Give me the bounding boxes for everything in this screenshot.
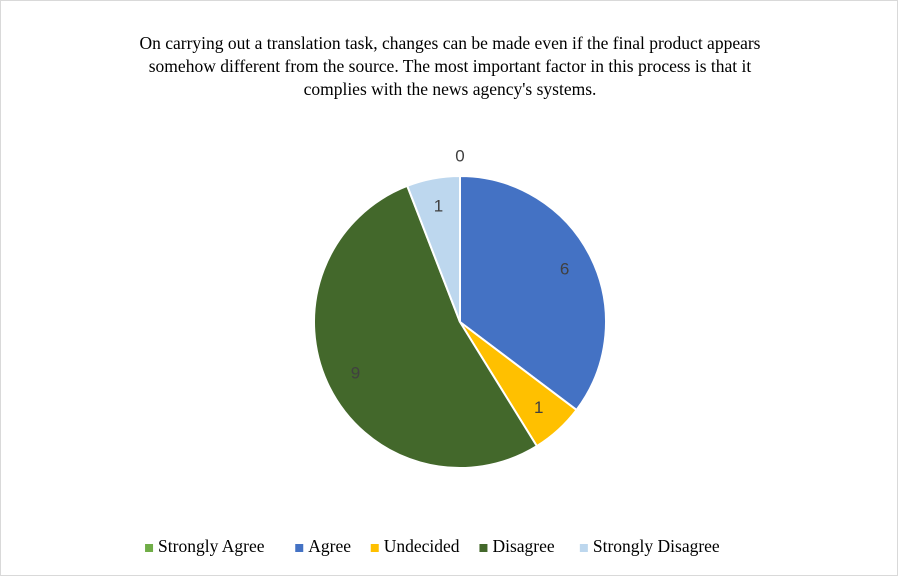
- legend-swatch: [370, 544, 379, 552]
- data-label: 0: [455, 147, 464, 166]
- data-label: 6: [560, 259, 569, 278]
- pie-slice: [459, 174, 607, 412]
- legend-swatch: [295, 544, 304, 552]
- data-label: 1: [534, 398, 543, 417]
- legend-label: Agree: [308, 536, 351, 556]
- chart-title: On carrying out a translation task, chan…: [139, 33, 761, 99]
- data-label: 9: [351, 364, 360, 383]
- data-label: 1: [434, 197, 443, 216]
- legend-swatch: [479, 544, 488, 552]
- legend-label: Strongly Agree: [158, 536, 265, 556]
- legend-swatch: [579, 544, 588, 552]
- pie-slice: [313, 184, 539, 469]
- legend-label: Disagree: [492, 536, 554, 556]
- legend-label: Strongly Disagree: [593, 536, 720, 556]
- pie-slice: [405, 174, 461, 323]
- legend-swatch: [145, 544, 154, 552]
- legend-label: Undecided: [384, 536, 460, 556]
